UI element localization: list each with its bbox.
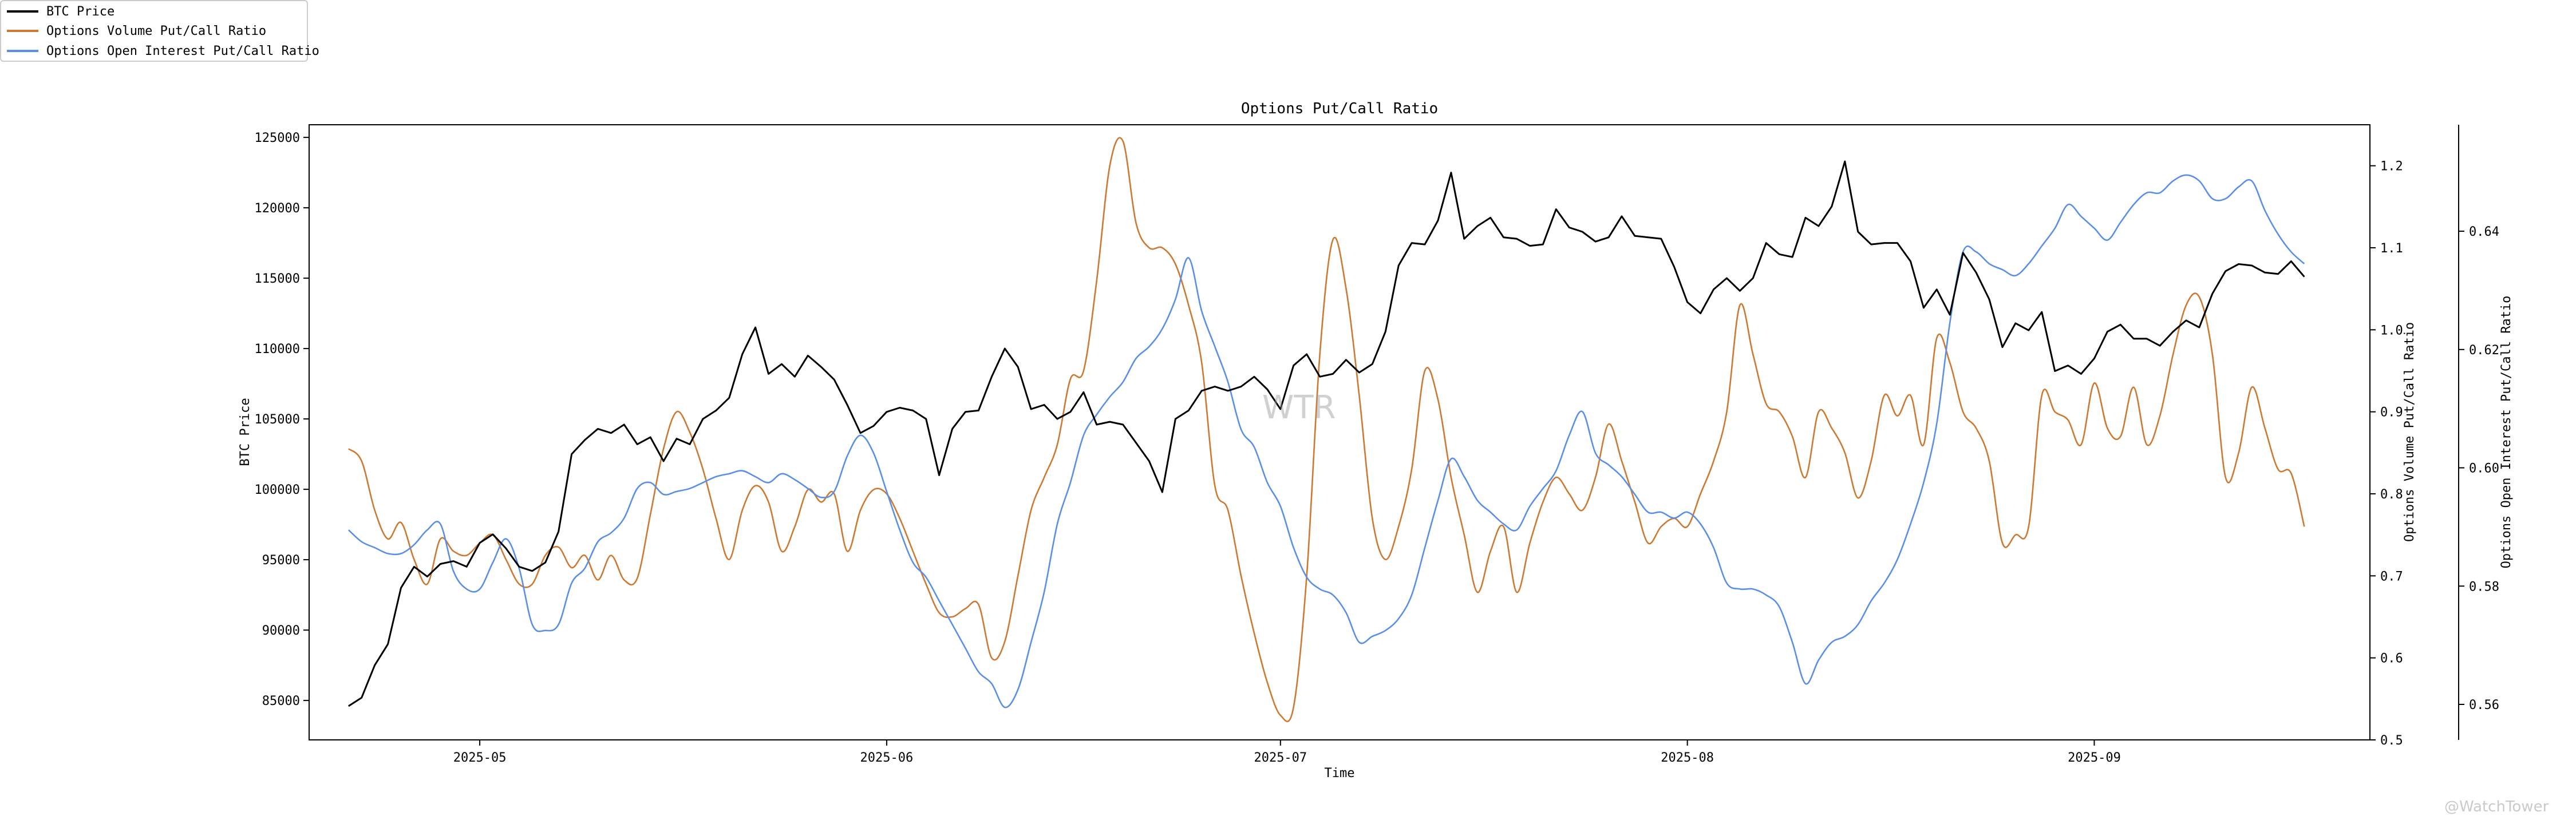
legend-swatch-oi-pcr bbox=[7, 50, 38, 52]
x-tick-label: 2025-05 bbox=[453, 751, 507, 765]
oi-tick-label: 0.56 bbox=[2469, 698, 2499, 712]
price-tick-label: 85000 bbox=[262, 694, 300, 708]
chart-title: Options Put/Call Ratio bbox=[1241, 100, 1438, 117]
price-tick-label: 100000 bbox=[255, 483, 300, 497]
series-layer bbox=[347, 137, 2305, 723]
series-options-volume-put-call-ratio bbox=[347, 137, 2305, 723]
y-axis-label-oi-pcr: Options Open Interest Put/Call Ratio bbox=[2499, 296, 2514, 569]
volume-tick-label: 0.6 bbox=[2380, 652, 2403, 666]
series-line bbox=[347, 160, 2305, 707]
price-tick-label: 90000 bbox=[262, 624, 300, 638]
volume-tick-label: 1.2 bbox=[2380, 160, 2403, 174]
x-tick-label: 2025-07 bbox=[1254, 751, 1307, 765]
oi-tick-label: 0.62 bbox=[2469, 343, 2499, 358]
legend-item-oi-pcr: Options Open Interest Put/Call Ratio bbox=[7, 42, 319, 60]
watermark-corner-text: @WatchTower bbox=[2444, 798, 2549, 815]
legend-swatch-volume-pcr bbox=[7, 30, 38, 32]
oi-tick-label: 0.58 bbox=[2469, 580, 2499, 594]
volume-tick-label: 0.7 bbox=[2380, 569, 2403, 584]
watermark-logo-text: WTR bbox=[1262, 389, 1336, 426]
x-tick-label: 2025-09 bbox=[2068, 751, 2121, 765]
legend-label-oi-pcr: Options Open Interest Put/Call Ratio bbox=[46, 43, 319, 58]
legend-item-volume-pcr: Options Volume Put/Call Ratio bbox=[7, 22, 266, 39]
legend-swatch-btc-price bbox=[7, 10, 38, 13]
series-btc-price bbox=[347, 160, 2305, 707]
legend-label-btc-price: BTC Price bbox=[46, 4, 115, 19]
price-tick-label: 125000 bbox=[255, 131, 300, 145]
price-tick-label: 105000 bbox=[255, 413, 300, 427]
volume-tick-label: 0.9 bbox=[2380, 406, 2403, 420]
x-tick-label: 2025-06 bbox=[860, 751, 914, 765]
volume-tick-label: 0.5 bbox=[2380, 734, 2403, 748]
series-line bbox=[347, 137, 2305, 723]
x-axis-label: Time bbox=[1325, 766, 1355, 781]
y-axis-label-volume-pcr: Options Volume Put/Call Ratio bbox=[2403, 322, 2417, 542]
volume-tick-label: 0.8 bbox=[2380, 488, 2403, 502]
series-options-open-interest-put-call-ratio bbox=[347, 174, 2305, 708]
volume-tick-label: 1.0 bbox=[2380, 323, 2403, 338]
price-tick-label: 95000 bbox=[262, 553, 300, 568]
chart-legend: BTC Price Options Volume Put/Call Ratio … bbox=[0, 0, 319, 62]
axes-layer: 2025-05 2025-06 2025-07 2025-08 2025-09 85000… bbox=[255, 125, 2499, 765]
legend-label-volume-pcr: Options Volume Put/Call Ratio bbox=[46, 23, 267, 38]
y-axis-label-btc-price: BTC Price bbox=[238, 398, 252, 466]
volume-tick-label: 1.1 bbox=[2380, 241, 2403, 256]
price-tick-label: 120000 bbox=[255, 201, 300, 216]
legend-item-btc-price: BTC Price bbox=[7, 3, 114, 20]
price-tick-label: 110000 bbox=[255, 342, 300, 356]
oi-tick-label: 0.64 bbox=[2469, 225, 2499, 239]
x-tick-label: 2025-08 bbox=[1661, 751, 1714, 765]
price-tick-label: 115000 bbox=[255, 272, 300, 286]
plot-frame bbox=[309, 124, 2370, 740]
oi-tick-label: 0.60 bbox=[2469, 462, 2499, 476]
series-line bbox=[347, 174, 2305, 708]
